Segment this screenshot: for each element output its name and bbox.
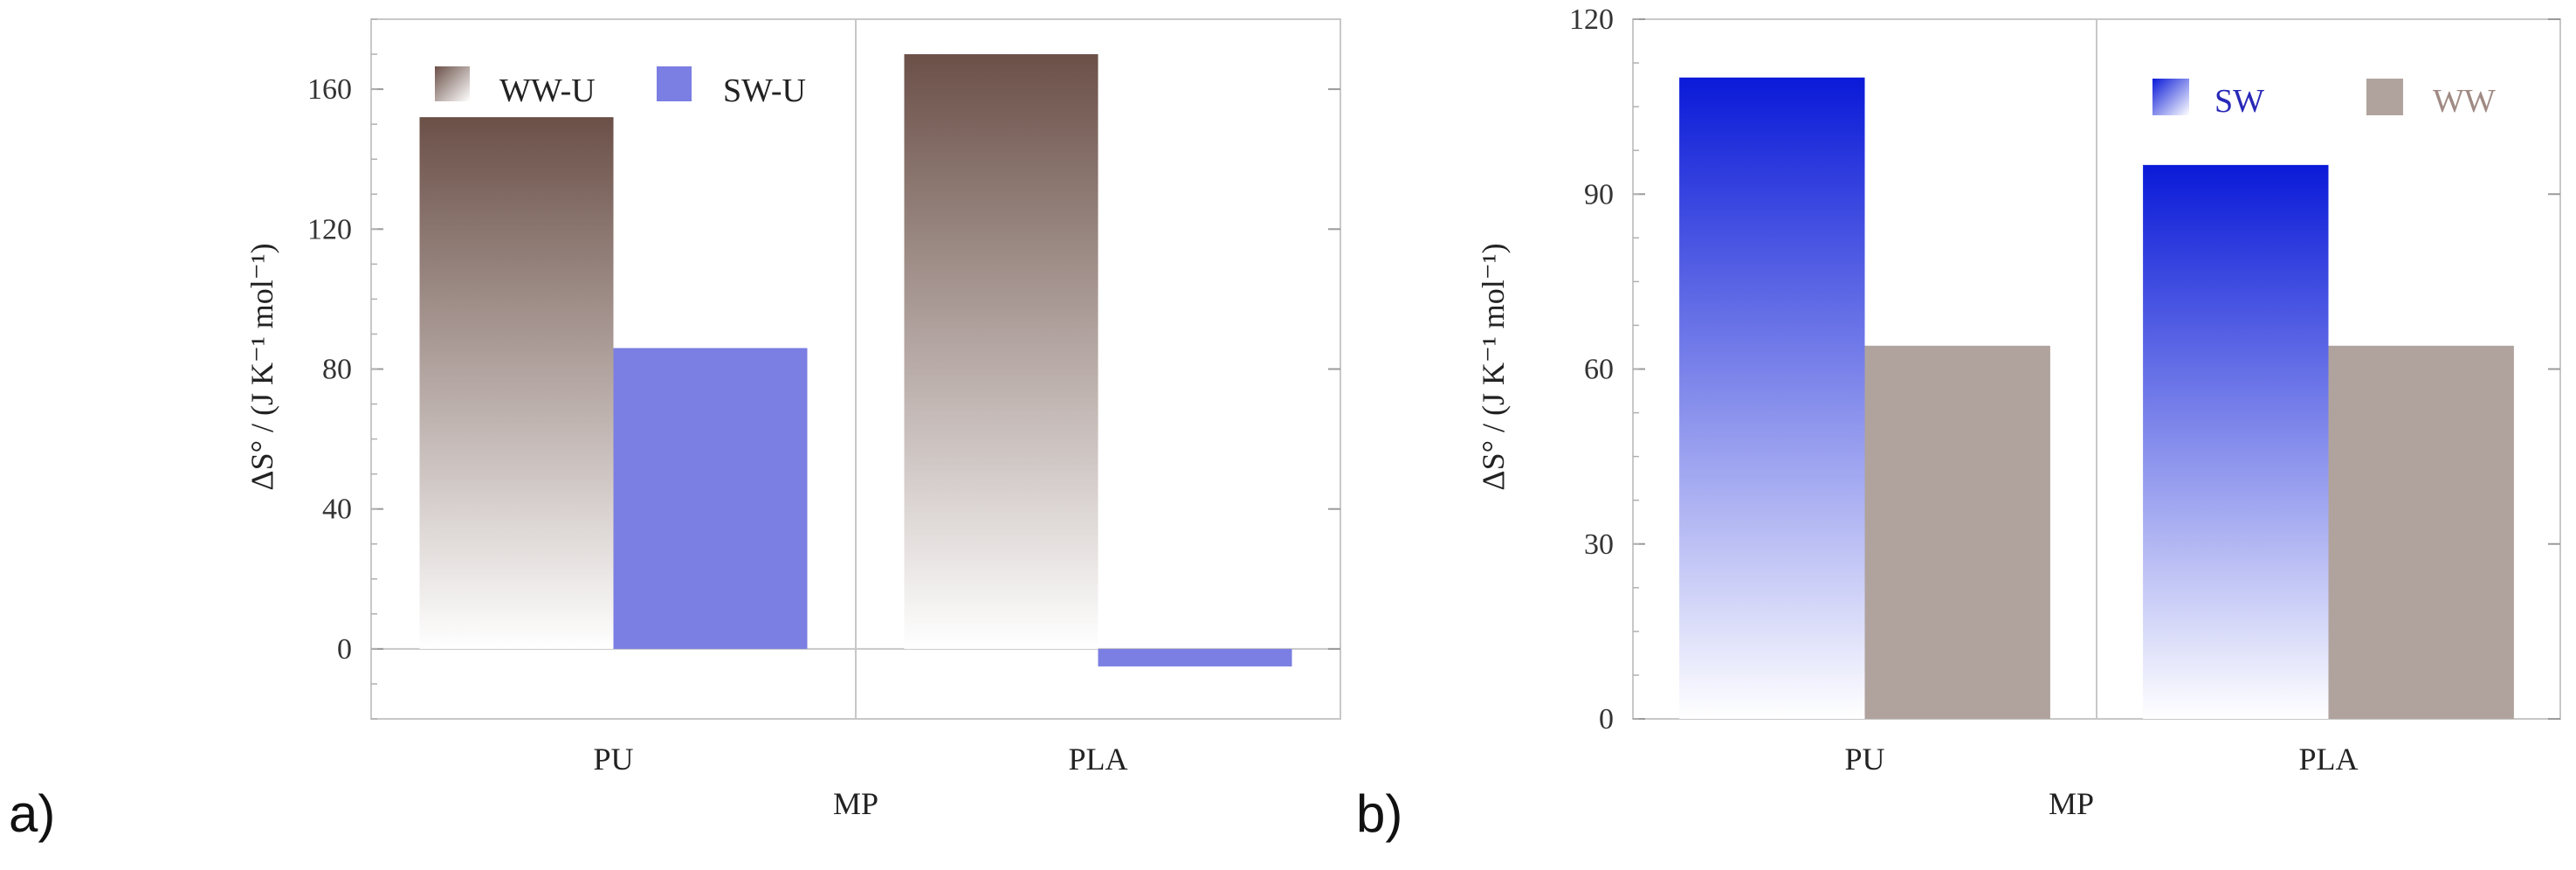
legend-label-ww: WW — [2433, 83, 2496, 120]
y-tick-label: 0 — [1599, 703, 1614, 735]
bar-sw-u-pla — [1098, 648, 1292, 666]
y-tick-label: 90 — [1584, 178, 1614, 211]
x-tick-label: PU — [1844, 742, 1884, 777]
y-axis-label: ΔS° / (J K⁻¹ mol⁻¹) — [245, 243, 279, 490]
bar-sw-pla — [2143, 164, 2329, 719]
panel-label: b) — [1356, 784, 1402, 843]
bar-ww-pu — [1864, 345, 2050, 719]
x-tick-label: PU — [593, 742, 633, 777]
bar-ww-u-pla — [904, 54, 1099, 649]
legend-label-ww-u: WW-U — [499, 72, 596, 109]
chart-panel-b: 0 30 60 90 120 PU PLA SW WW MP ΔS° / (J K⁻¹ mol⁻¹)… — [1356, 3, 2561, 843]
y-tick-label: 160 — [307, 73, 352, 106]
legend-swatch-sw-u — [657, 66, 692, 101]
y-tick-label: 60 — [1584, 354, 1614, 386]
legend-swatch-ww — [2366, 79, 2403, 115]
bar-ww-pla — [2328, 345, 2514, 719]
y-tick-label: 40 — [322, 494, 352, 526]
x-axis-label: MP — [833, 786, 878, 821]
y-tick-label: 0 — [337, 633, 352, 666]
panel-label: a) — [9, 784, 55, 843]
legend-label-sw: SW — [2214, 83, 2264, 120]
y-tick-label: 120 — [1569, 3, 1614, 36]
legend-label-sw-u: SW-U — [723, 72, 806, 109]
legend-swatch-ww-u — [435, 66, 470, 101]
bar-ww-u-pu — [419, 117, 614, 649]
chart-panel-a: 0 40 80 120 160 PU PLA WW-U SW-U MP ΔS° / (J K⁻¹ m… — [9, 18, 1341, 843]
y-tick-label: 30 — [1584, 528, 1614, 561]
y-axis-label: ΔS° / (J K⁻¹ mol⁻¹) — [1476, 243, 1511, 490]
x-tick-label: PLA — [2298, 742, 2358, 777]
bar-sw-u-pu — [613, 348, 808, 649]
x-axis-label: MP — [2049, 786, 2094, 821]
legend-swatch-sw — [2152, 79, 2189, 115]
y-tick-label: 120 — [307, 213, 352, 245]
y-tick-label: 80 — [322, 354, 352, 386]
bar-sw-pu — [1679, 77, 1865, 719]
x-tick-label: PLA — [1068, 742, 1127, 777]
